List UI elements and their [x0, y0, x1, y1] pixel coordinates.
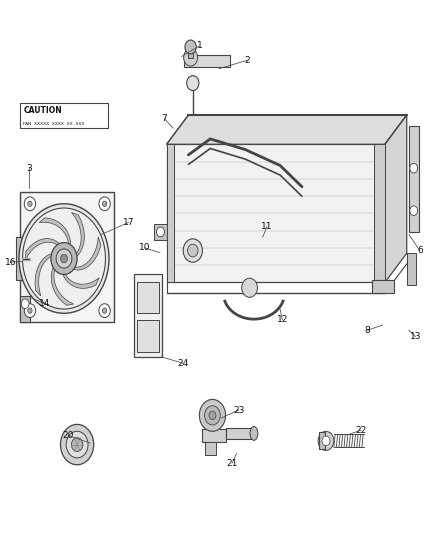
- Text: 2: 2: [244, 56, 250, 64]
- Text: 24: 24: [177, 359, 189, 368]
- Text: 6: 6: [417, 246, 423, 255]
- Circle shape: [60, 254, 67, 263]
- Circle shape: [71, 438, 83, 451]
- Polygon shape: [166, 115, 407, 144]
- Ellipse shape: [250, 426, 258, 440]
- Circle shape: [19, 204, 109, 313]
- Bar: [20, 103, 108, 128]
- Circle shape: [184, 49, 198, 66]
- Text: 3: 3: [26, 164, 32, 173]
- Circle shape: [322, 436, 330, 446]
- Circle shape: [185, 40, 196, 54]
- Polygon shape: [205, 442, 215, 455]
- Text: 7: 7: [162, 114, 167, 123]
- Bar: [226, 427, 254, 439]
- Circle shape: [205, 406, 220, 425]
- Text: 16: 16: [4, 258, 16, 266]
- Text: CAUTION: CAUTION: [24, 106, 63, 115]
- Circle shape: [99, 304, 110, 318]
- Circle shape: [66, 431, 88, 458]
- Circle shape: [51, 243, 77, 274]
- Text: 23: 23: [233, 406, 244, 415]
- Bar: [153, 224, 167, 240]
- Bar: [138, 282, 159, 313]
- Text: 21: 21: [226, 459, 238, 467]
- Polygon shape: [201, 429, 226, 442]
- Bar: [374, 144, 385, 282]
- Bar: [372, 280, 394, 293]
- Bar: [16, 237, 29, 280]
- Circle shape: [183, 239, 202, 262]
- Polygon shape: [51, 264, 74, 305]
- Text: 17: 17: [123, 218, 134, 227]
- Circle shape: [187, 244, 198, 257]
- Circle shape: [28, 308, 32, 313]
- Polygon shape: [407, 253, 417, 285]
- Bar: [20, 296, 30, 322]
- Circle shape: [99, 197, 110, 211]
- Circle shape: [102, 308, 107, 313]
- Circle shape: [156, 227, 164, 237]
- Text: 20: 20: [63, 431, 74, 440]
- Text: 1: 1: [197, 42, 202, 51]
- Polygon shape: [39, 218, 71, 249]
- Polygon shape: [62, 270, 99, 288]
- Circle shape: [410, 206, 418, 215]
- Circle shape: [24, 197, 35, 211]
- Text: 8: 8: [364, 326, 370, 335]
- Text: 11: 11: [261, 222, 273, 231]
- Circle shape: [102, 201, 107, 206]
- Circle shape: [60, 424, 94, 465]
- Polygon shape: [184, 55, 230, 67]
- Text: 10: 10: [139, 244, 151, 253]
- Text: 12: 12: [277, 315, 288, 324]
- Circle shape: [56, 249, 72, 268]
- Circle shape: [318, 431, 334, 450]
- Circle shape: [242, 278, 258, 297]
- Text: FAN  XXXXX  XXXX  XX  XXX: FAN XXXXX XXXX XX XXX: [22, 122, 84, 126]
- Bar: [188, 46, 193, 58]
- Circle shape: [24, 304, 35, 318]
- Bar: [409, 126, 419, 232]
- Circle shape: [410, 164, 418, 173]
- Circle shape: [28, 201, 32, 206]
- Text: 13: 13: [410, 332, 421, 341]
- Polygon shape: [25, 239, 62, 260]
- Text: 22: 22: [355, 426, 367, 435]
- Polygon shape: [385, 115, 407, 282]
- Polygon shape: [70, 237, 101, 270]
- Bar: [138, 320, 159, 352]
- Circle shape: [21, 299, 29, 309]
- Polygon shape: [319, 432, 325, 449]
- Bar: [20, 192, 114, 322]
- Circle shape: [199, 399, 226, 431]
- Circle shape: [209, 411, 216, 419]
- Polygon shape: [35, 254, 55, 296]
- Bar: [134, 274, 162, 357]
- Bar: [166, 144, 174, 282]
- Text: 14: 14: [39, 299, 50, 308]
- Polygon shape: [71, 213, 85, 259]
- Polygon shape: [166, 144, 385, 282]
- Circle shape: [22, 208, 106, 309]
- Circle shape: [187, 76, 199, 91]
